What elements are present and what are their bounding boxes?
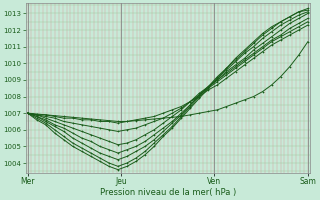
X-axis label: Pression niveau de la mer( hPa ): Pression niveau de la mer( hPa ): [100, 188, 236, 197]
